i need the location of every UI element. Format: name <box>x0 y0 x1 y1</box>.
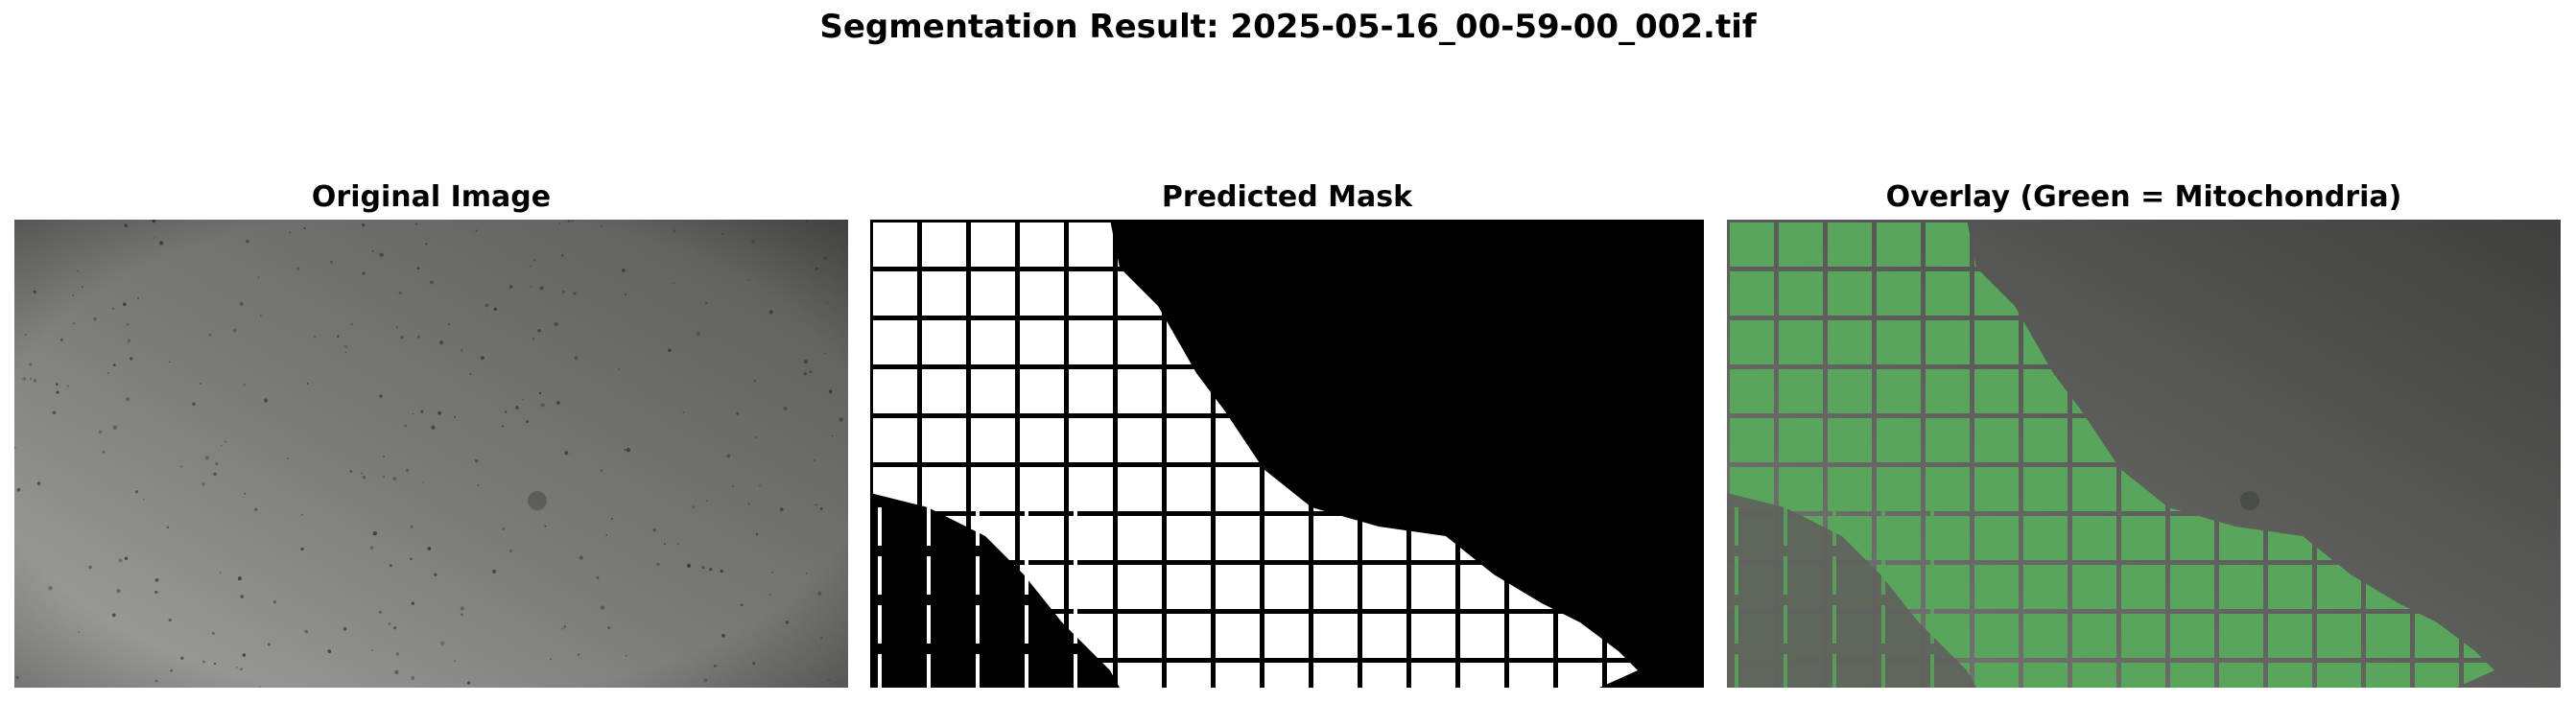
original-image-graphic <box>14 220 848 688</box>
figure-title: Segmentation Result: 2025-05-16_00-59-00… <box>819 8 1757 46</box>
panel-title-original: Original Image <box>311 180 552 214</box>
panel-title-mask: Predicted Mask <box>1161 180 1413 214</box>
overlay-image <box>1727 220 2561 688</box>
overlay-image-graphic <box>1727 220 2561 688</box>
predicted-mask <box>870 220 1704 688</box>
panel-title-overlay: Overlay (Green = Mitochondria) <box>1885 180 2402 214</box>
predicted-mask-graphic <box>870 220 1704 688</box>
original-image <box>14 220 848 688</box>
